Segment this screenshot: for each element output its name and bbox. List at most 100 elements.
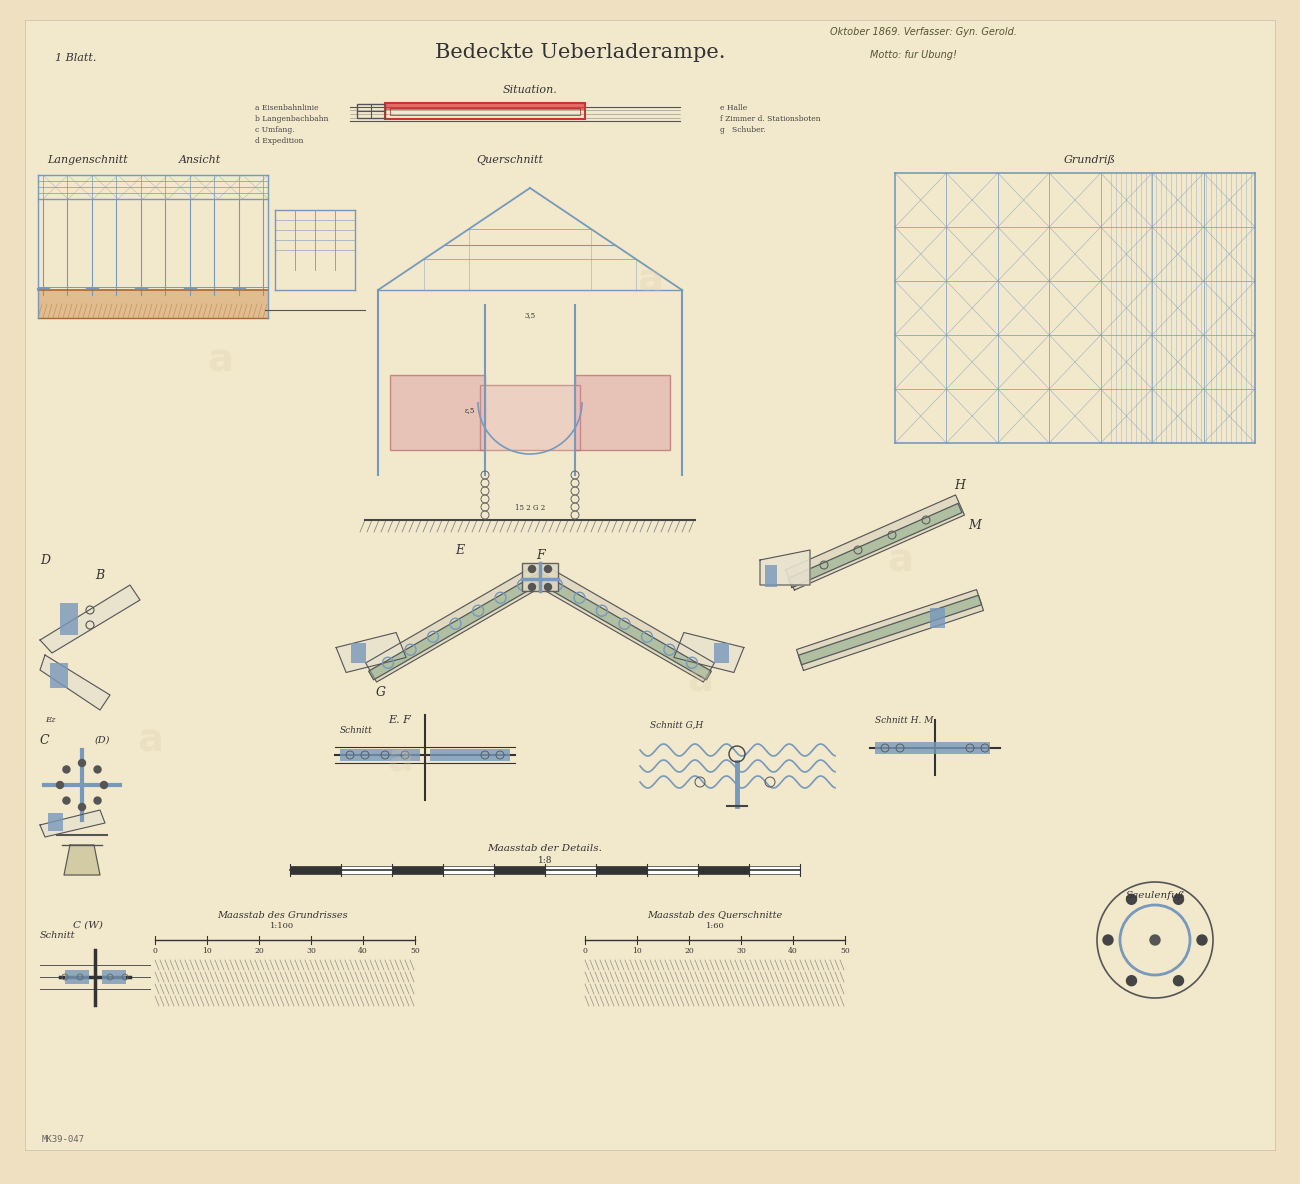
Text: e Halle: e Halle: [720, 104, 747, 112]
Bar: [390, 375, 485, 450]
Polygon shape: [369, 574, 542, 680]
Text: Motto: fur Ubung!: Motto: fur Ubung!: [870, 50, 957, 60]
Circle shape: [1127, 894, 1136, 905]
Bar: [647, 866, 698, 874]
Bar: [385, 103, 585, 110]
Text: Ez: Ez: [46, 716, 56, 723]
Circle shape: [78, 759, 86, 766]
Circle shape: [100, 781, 108, 789]
Polygon shape: [760, 551, 810, 585]
Circle shape: [545, 584, 551, 591]
Bar: [48, 813, 62, 831]
Text: d Expedition: d Expedition: [255, 137, 303, 144]
Text: a: a: [637, 260, 663, 300]
Text: Schnitt H. M.: Schnitt H. M.: [875, 715, 936, 725]
Circle shape: [545, 566, 551, 573]
Text: c Umfang.: c Umfang.: [255, 126, 295, 134]
Text: b Langenbachbahn: b Langenbachbahn: [255, 115, 329, 123]
Polygon shape: [788, 503, 962, 587]
Text: 1:100: 1:100: [270, 922, 294, 929]
Text: Maasstab des Grundrisses: Maasstab des Grundrisses: [217, 910, 347, 920]
Text: Schnitt: Schnitt: [341, 726, 373, 734]
Text: 1:60: 1:60: [706, 922, 724, 929]
Text: Bedeckte Ueberladerampe.: Bedeckte Ueberladerampe.: [434, 43, 725, 62]
Bar: [430, 749, 510, 761]
Polygon shape: [797, 590, 984, 670]
Bar: [480, 385, 580, 450]
Text: 50: 50: [410, 947, 420, 955]
Text: 1 Blatt.: 1 Blatt.: [55, 53, 96, 63]
Text: 15 2 G 2: 15 2 G 2: [515, 504, 545, 511]
Text: 1:8: 1:8: [538, 856, 552, 864]
Text: 40: 40: [358, 947, 368, 955]
Circle shape: [529, 566, 536, 573]
Bar: [49, 663, 68, 688]
Text: ε,5: ε,5: [465, 406, 476, 414]
Bar: [101, 970, 126, 984]
Text: M: M: [968, 519, 982, 532]
Circle shape: [1197, 935, 1206, 945]
Polygon shape: [785, 495, 965, 590]
Circle shape: [1102, 935, 1113, 945]
Text: MK39-047: MK39-047: [42, 1135, 84, 1145]
Text: 30: 30: [306, 947, 316, 955]
Bar: [523, 564, 558, 591]
Bar: [341, 866, 393, 874]
Text: E. F: E. F: [389, 715, 411, 725]
Text: Maasstab des Querschnitte: Maasstab des Querschnitte: [647, 910, 783, 920]
Text: a: a: [136, 721, 162, 759]
Circle shape: [94, 766, 101, 773]
Bar: [351, 643, 367, 663]
Circle shape: [56, 781, 64, 789]
Polygon shape: [798, 596, 982, 664]
Circle shape: [78, 804, 86, 811]
Text: 30: 30: [736, 947, 746, 955]
Bar: [290, 866, 341, 874]
Text: 40: 40: [788, 947, 798, 955]
Circle shape: [1174, 976, 1183, 986]
Polygon shape: [40, 585, 140, 654]
Text: Ansicht: Ansicht: [179, 155, 221, 165]
Text: Schnitt G,H: Schnitt G,H: [650, 721, 703, 729]
Text: E: E: [455, 543, 464, 556]
Polygon shape: [537, 574, 711, 680]
Bar: [65, 970, 88, 984]
Text: 20: 20: [684, 947, 694, 955]
Bar: [443, 866, 494, 874]
Bar: [749, 866, 800, 874]
Text: f Zimmer d. Stationsboten: f Zimmer d. Stationsboten: [720, 115, 820, 123]
Text: H: H: [954, 478, 966, 491]
Bar: [38, 290, 268, 318]
Bar: [385, 103, 585, 120]
Text: a: a: [686, 661, 714, 699]
Text: a Eisenbahnlinie: a Eisenbahnlinie: [255, 104, 318, 112]
Text: 3,5: 3,5: [524, 311, 536, 318]
Bar: [575, 375, 670, 450]
Text: 0: 0: [152, 947, 157, 955]
Text: F: F: [536, 548, 545, 561]
Bar: [494, 866, 545, 874]
Bar: [545, 866, 595, 874]
Text: C: C: [40, 734, 49, 746]
Bar: [930, 609, 945, 628]
Text: a: a: [887, 541, 913, 579]
Text: Grundriß: Grundriß: [1065, 155, 1115, 165]
Text: 50: 50: [840, 947, 850, 955]
Bar: [714, 643, 729, 663]
Text: Querschnitt: Querschnitt: [477, 155, 543, 165]
Polygon shape: [40, 810, 105, 837]
Text: g   Schuber.: g Schuber.: [720, 126, 766, 134]
Text: Situation.: Situation.: [503, 85, 558, 95]
Text: Schnitt: Schnitt: [40, 931, 75, 939]
Bar: [60, 603, 78, 635]
Polygon shape: [534, 566, 715, 682]
Circle shape: [94, 797, 101, 804]
Polygon shape: [40, 655, 110, 710]
Polygon shape: [365, 566, 546, 682]
Text: a: a: [207, 341, 233, 379]
Bar: [341, 749, 420, 761]
Text: (D): (D): [95, 735, 110, 745]
Circle shape: [1174, 894, 1183, 905]
Polygon shape: [64, 845, 100, 875]
Polygon shape: [337, 632, 406, 673]
